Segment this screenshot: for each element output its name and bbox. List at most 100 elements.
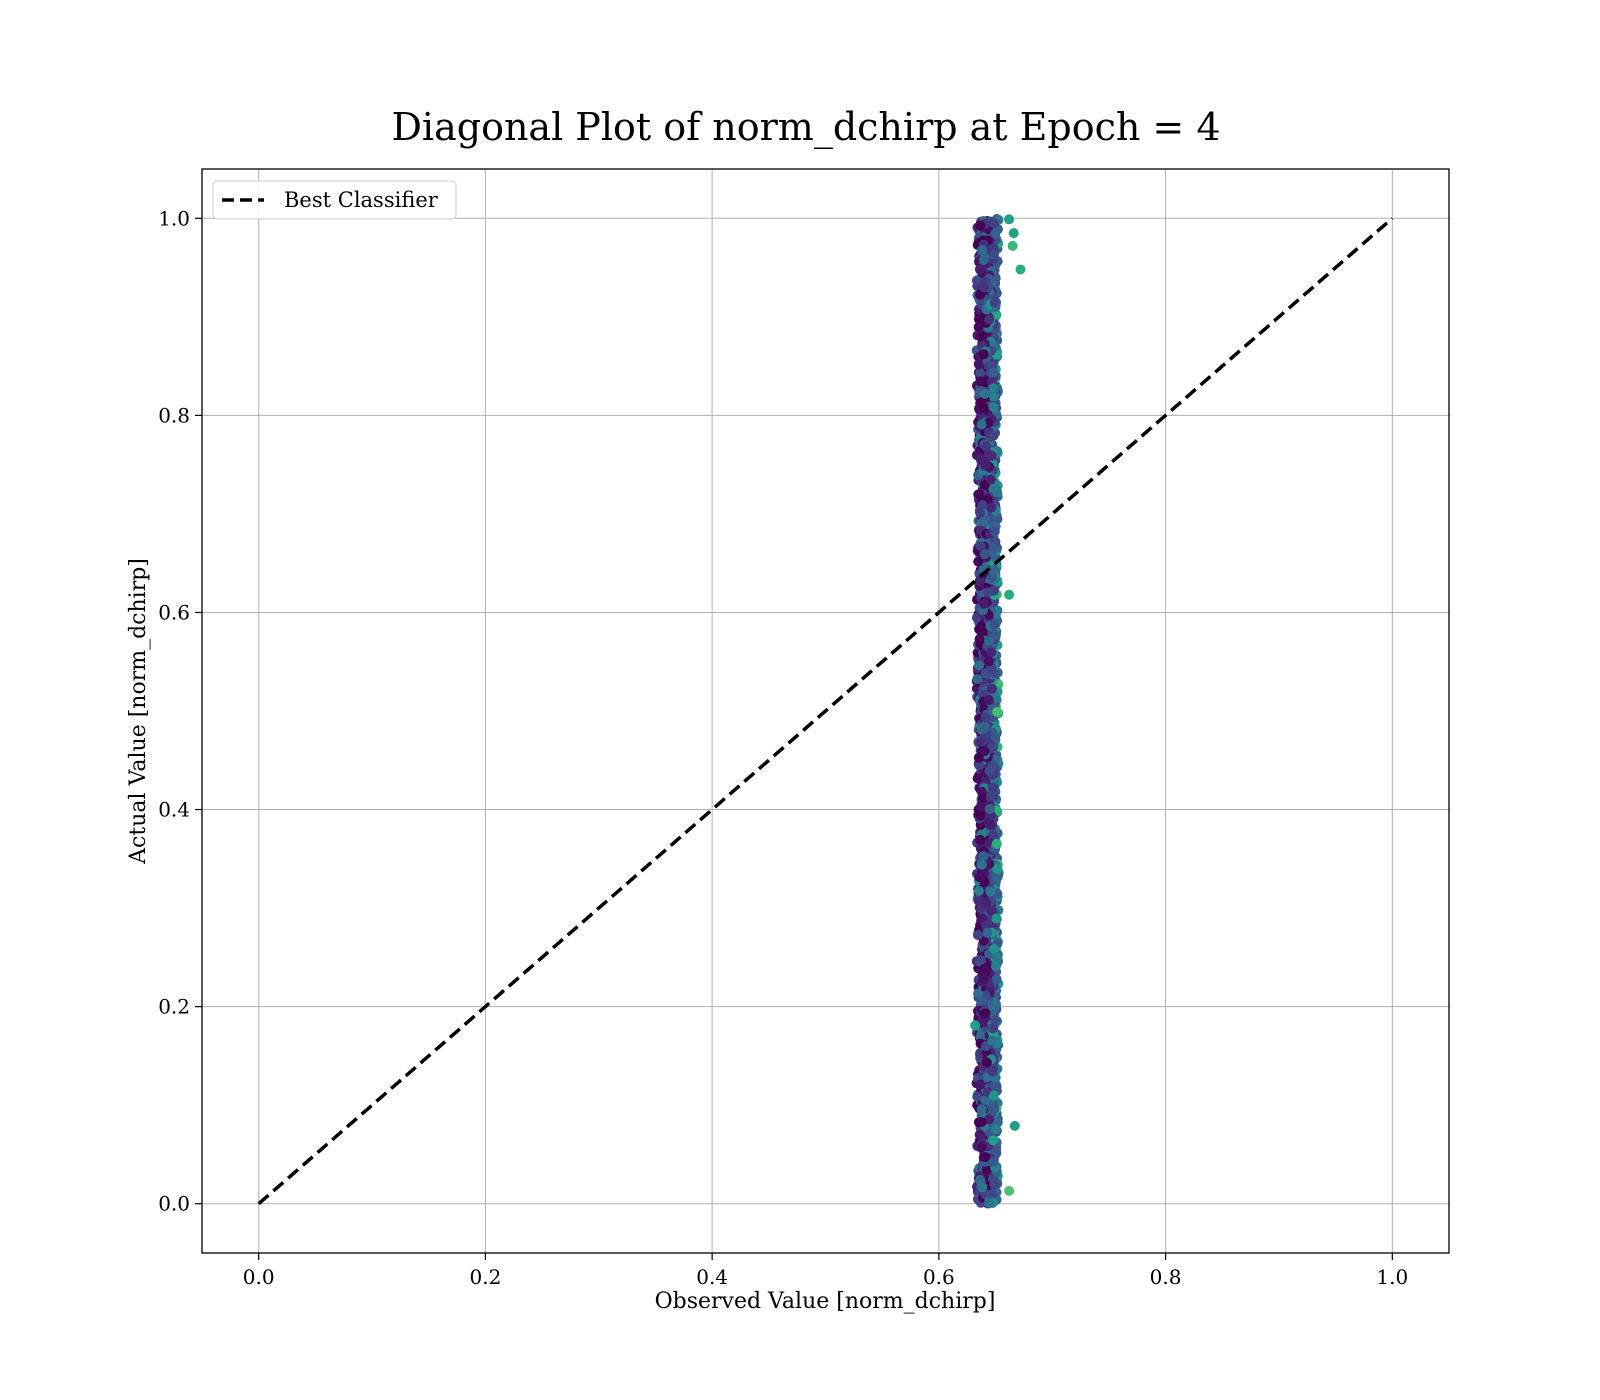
scatter-point [992,514,1003,524]
scatter-point [984,766,995,777]
scatter-point [976,859,987,870]
scatter-point [975,834,986,845]
y-axis-label: Actual Value [norm_dchirp] [126,558,151,865]
scatter-point [972,1091,983,1102]
y-tick-label: 0.4 [158,798,190,822]
scatter-point [983,656,994,667]
scatter-point [1015,264,1026,275]
scatter-point [973,988,984,999]
scatter-point [989,392,999,402]
scatter-point [986,502,997,513]
scatter-point [1004,1185,1015,1196]
scatter-point [973,752,984,763]
scatter-point [985,474,996,485]
scatter-point [1008,228,1019,239]
scatter-point [989,297,1000,308]
scatter-point [973,556,984,567]
scatter-point [988,402,999,412]
scatter-point [976,397,987,408]
scatter-point [988,367,999,378]
scatter-point [978,516,989,527]
scatter-point [977,995,987,1006]
scatter-point [991,974,1002,985]
scatter-point [988,1135,999,1146]
scatter-point [982,927,993,938]
scatter-point [978,851,989,862]
scatter-point [990,630,1001,641]
scatter-point [983,449,994,460]
scatter-point [981,897,992,908]
y-tick-label: 0.8 [158,403,190,427]
scatter-point [972,773,983,784]
y-tick-label: 0.0 [158,1192,190,1216]
scatter-point [990,999,1001,1010]
legend: Best Classifier [212,180,457,220]
scatter-point [988,791,999,802]
x-tick-label: 0.6 [923,1265,955,1289]
scatter-point [987,683,997,694]
scatter-point [990,961,1001,972]
scatter-point [976,1117,987,1128]
scatter-point [987,1066,998,1077]
scatter-point [979,388,990,399]
plot-area-frame [201,168,1450,1254]
scatter-point [987,1023,998,1034]
axis-ticks: 0.0 0.2 0.4 0.6 0.8 1.0 0.0 0.2 0.4 0.6 0.8 1.0 [158,206,1408,1289]
scatter-point [977,1142,987,1153]
scatter-point [976,622,987,632]
x-tick-label: 0.0 [243,1265,275,1289]
chart-title: Diagonal Plot of norm_dchirp at Epoch = … [391,105,1220,150]
scatter-point [987,782,998,793]
scatter-point [975,508,986,519]
scatter-point [979,282,989,293]
scatter-point [984,635,994,646]
scatter-point [975,1079,986,1090]
scatter-point [980,1152,991,1163]
y-tick-label: 1.0 [158,206,190,230]
scatter-point [992,487,1003,498]
scatter-point [974,872,985,883]
scatter-point [979,723,990,734]
x-tick-label: 0.2 [470,1265,502,1289]
scatter-point [989,944,1000,955]
scatter-point [986,647,997,658]
scatter-point [988,249,999,260]
scatter-point [991,838,1002,849]
scatter-point [978,974,989,985]
scatter-point [974,575,985,586]
scatter-point [1007,240,1018,251]
scatter-point [977,1182,988,1193]
scatter-point [985,804,995,814]
scatter-point [980,1094,991,1105]
x-tick-label: 1.0 [1376,1265,1408,1289]
scatter-point [984,314,995,325]
scatter-point [991,913,1002,924]
scatter-point [1009,1120,1020,1131]
y-tick-label: 0.6 [158,600,190,624]
scatter-point [971,275,982,286]
scatter-point [973,886,984,896]
scatter-point [974,1129,985,1140]
scatter-point [973,322,984,333]
best-classifier-line [257,216,1394,1206]
scatter-point [988,1156,999,1167]
scatter-point [977,245,987,255]
scatter-point [989,218,1000,229]
scatter-point [975,376,986,387]
scatter-point [988,430,999,441]
y-tick-label: 0.2 [158,995,190,1019]
scatter-point [980,1008,991,1019]
scatter-point [976,955,987,966]
scatter-point [984,819,995,830]
scatter-point [978,598,989,609]
scatter-point [978,349,989,360]
scatter-point [988,383,999,394]
scatter-point [974,264,985,275]
scatter-point [989,1179,1000,1190]
scatter-points [970,214,1026,1209]
scatter-point [987,1035,998,1046]
scatter-point [987,1189,998,1200]
scatter-point [979,746,990,757]
scatter-point [972,674,983,684]
